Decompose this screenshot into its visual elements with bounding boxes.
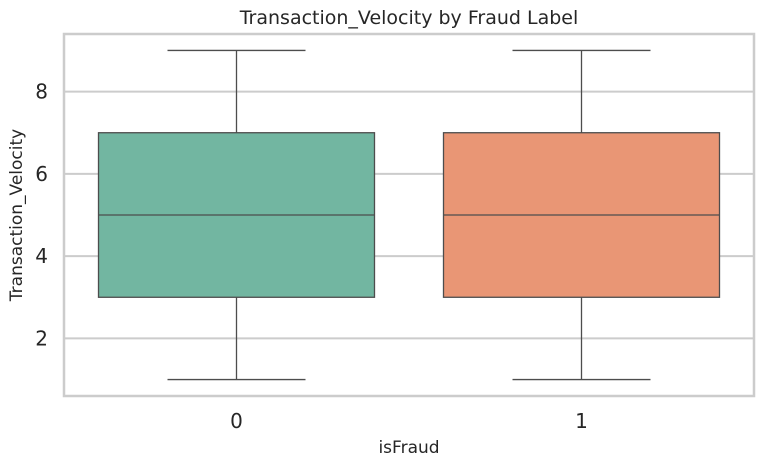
y-tick-label: 4 (35, 244, 48, 268)
chart-title: Transaction_Velocity by Fraud Label (239, 7, 579, 29)
box-series (97, 49, 721, 381)
y-tick-label: 8 (35, 80, 48, 104)
y-tick-label: 2 (35, 326, 48, 350)
x-tick-label: 0 (230, 409, 243, 433)
y-tick-labels: 2 4 6 8 (35, 80, 48, 351)
y-axis-label: Transaction_Velocity (7, 129, 27, 302)
y-tick-label: 6 (35, 162, 48, 186)
box-0 (97, 49, 376, 381)
x-tick-label: 1 (575, 409, 588, 433)
box-1 (442, 49, 721, 381)
plot-frame (62, 32, 756, 398)
x-axis-label: isFraud (378, 438, 439, 458)
